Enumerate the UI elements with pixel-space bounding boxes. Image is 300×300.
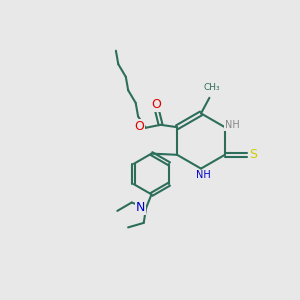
Text: O: O bbox=[152, 98, 161, 111]
Text: NH: NH bbox=[225, 120, 240, 130]
Text: O: O bbox=[135, 119, 145, 133]
Text: N: N bbox=[136, 201, 146, 214]
Text: S: S bbox=[249, 148, 257, 161]
Text: NH: NH bbox=[196, 170, 211, 180]
Text: CH₃: CH₃ bbox=[203, 83, 220, 92]
